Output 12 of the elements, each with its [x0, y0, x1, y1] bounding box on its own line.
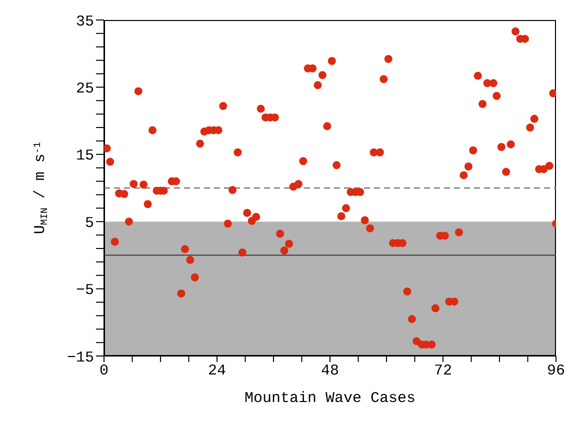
x-tick-label: 48	[320, 362, 340, 380]
x-axis-title: Mountain Wave Cases	[244, 390, 416, 407]
y-tick-label: −5	[76, 282, 94, 300]
x-tick-label: 0	[99, 362, 109, 380]
x-tick-label: 24	[208, 362, 226, 380]
y-tick-label: 25	[76, 80, 94, 98]
x-tick-label: 96	[546, 362, 566, 380]
y-tick-label: −15	[66, 349, 94, 366]
y-tick-label: 35	[76, 13, 94, 30]
y-tick-label: 5	[84, 214, 94, 232]
x-tick-label: 72	[434, 362, 452, 380]
y-tick-label: 15	[76, 148, 94, 165]
